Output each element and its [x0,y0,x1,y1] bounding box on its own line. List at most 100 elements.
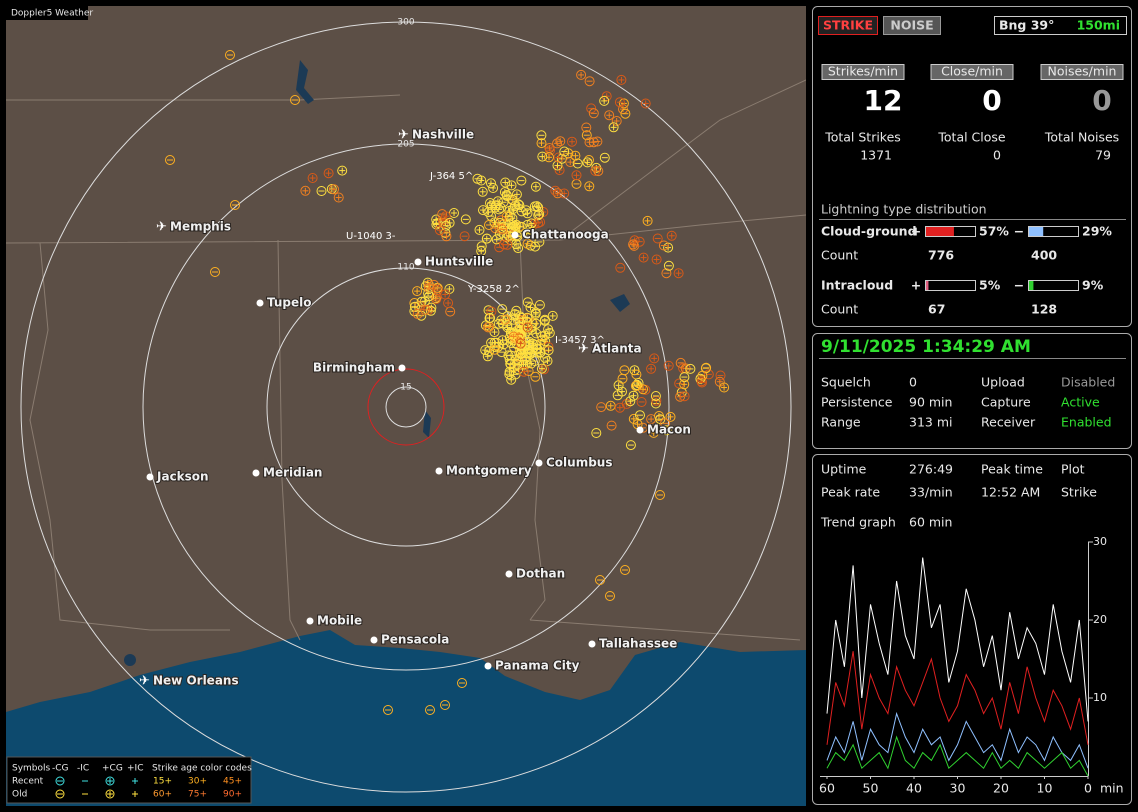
legend-age: 30+ [188,777,207,787]
strike-marker [640,98,651,109]
percent-label: 5% [979,278,1001,293]
strike-marker [536,363,547,374]
city-dot [370,636,378,644]
strike-marker [484,313,495,324]
strike-marker [638,252,649,263]
city-label: Nashville [412,128,474,142]
rate-header-box [821,64,905,80]
inner-ring [385,386,427,428]
strike-marker [476,175,487,186]
strike-marker [665,411,676,422]
city-dot [535,459,543,467]
strike-button[interactable] [818,16,878,35]
strike-marker [426,302,437,313]
strike-marker [534,300,545,310]
percent-bar [926,281,929,290]
strike-marker [571,170,582,181]
strike-marker [412,286,423,297]
strike-marker [518,366,529,377]
strike-marker [617,386,627,397]
strike-marker [584,76,595,87]
strike-marker [514,200,525,211]
count-label: Count [821,248,858,263]
strike-marker [497,304,508,315]
city-dot [252,469,260,477]
strike-marker [515,338,526,349]
strike-marker [506,350,516,361]
total-label: Total Noises [1044,130,1119,145]
strike-marker [300,185,311,196]
strike-marker [506,180,517,191]
strike-marker [486,306,497,317]
status-field: Enabled [1061,415,1112,430]
city-dot [414,258,422,266]
stat-field: Peak rate [821,485,880,500]
strike-marker [210,267,220,277]
strike-marker [420,304,431,315]
legend-symbols-label: Symbols [12,764,51,774]
legend: Symbols -CG -IC +CG +IC Recent Old Strike age c… [6,756,252,804]
strike-marker [651,254,662,265]
strike-marker [165,155,175,165]
strike-marker [522,316,532,327]
legend-header: -CG [52,764,69,774]
strike-marker [605,591,615,601]
strike-marker [521,205,532,216]
range: 150mi [1077,18,1120,33]
strike-marker [530,371,541,382]
status-field: 313 mi [909,415,952,430]
datetime: 9/11/2025 1:34:29 AM [821,337,1031,357]
strike-marker [480,345,491,356]
sign: − [1014,278,1024,293]
strike-marker [489,344,500,355]
total-value: 1371 [860,148,892,163]
strike-marker [576,69,587,80]
strike-marker [484,346,495,357]
strike-marker [679,379,690,390]
rate-header: Close/min [941,64,1003,79]
strike-marker [457,678,467,688]
strike-marker [522,297,533,308]
strike-marker [481,233,492,244]
strike-marker [649,353,660,364]
x-axis-label: min [1100,781,1124,796]
strike-marker [628,413,639,424]
strike-marker [552,160,563,171]
noise-button-label[interactable]: NOISE [890,18,933,33]
total-label: Total Close [937,130,1006,145]
strike-marker [685,363,696,374]
strike-button-label[interactable]: STRIKE [823,18,873,33]
strike-marker [608,122,619,133]
strike-marker [425,305,436,316]
strike-marker [425,705,435,715]
status-field: 0 [909,375,917,390]
x-tick-label: 10 [1037,781,1053,796]
strike-marker [591,428,602,438]
strike-marker [542,356,553,366]
strike-marker [514,333,525,344]
status-field: Disabled [1061,375,1115,390]
strike-marker [673,268,684,279]
strike-marker [588,108,599,119]
strike-marker [412,309,423,319]
status-field: Range [821,415,861,430]
strike-marker [230,200,240,210]
strike-marker [625,396,636,407]
strike-marker [525,302,536,313]
legend-age-title: Strike age color codes [152,764,252,774]
strike-marker [534,236,545,247]
strike-marker [409,301,420,312]
strike-marker [383,705,393,715]
strike-marker [505,337,516,348]
noise-button[interactable] [883,16,941,35]
city-label: Columbus [546,456,613,470]
strike-marker [478,205,488,216]
cities: ✈ Nashville✈ MemphisHuntsvilleChattanoogaT… [139,127,692,689]
strike-marker [635,410,645,421]
strike-marker [515,349,526,360]
strike-marker [482,351,493,362]
strike-marker [679,391,690,402]
strike-marker [416,296,427,307]
